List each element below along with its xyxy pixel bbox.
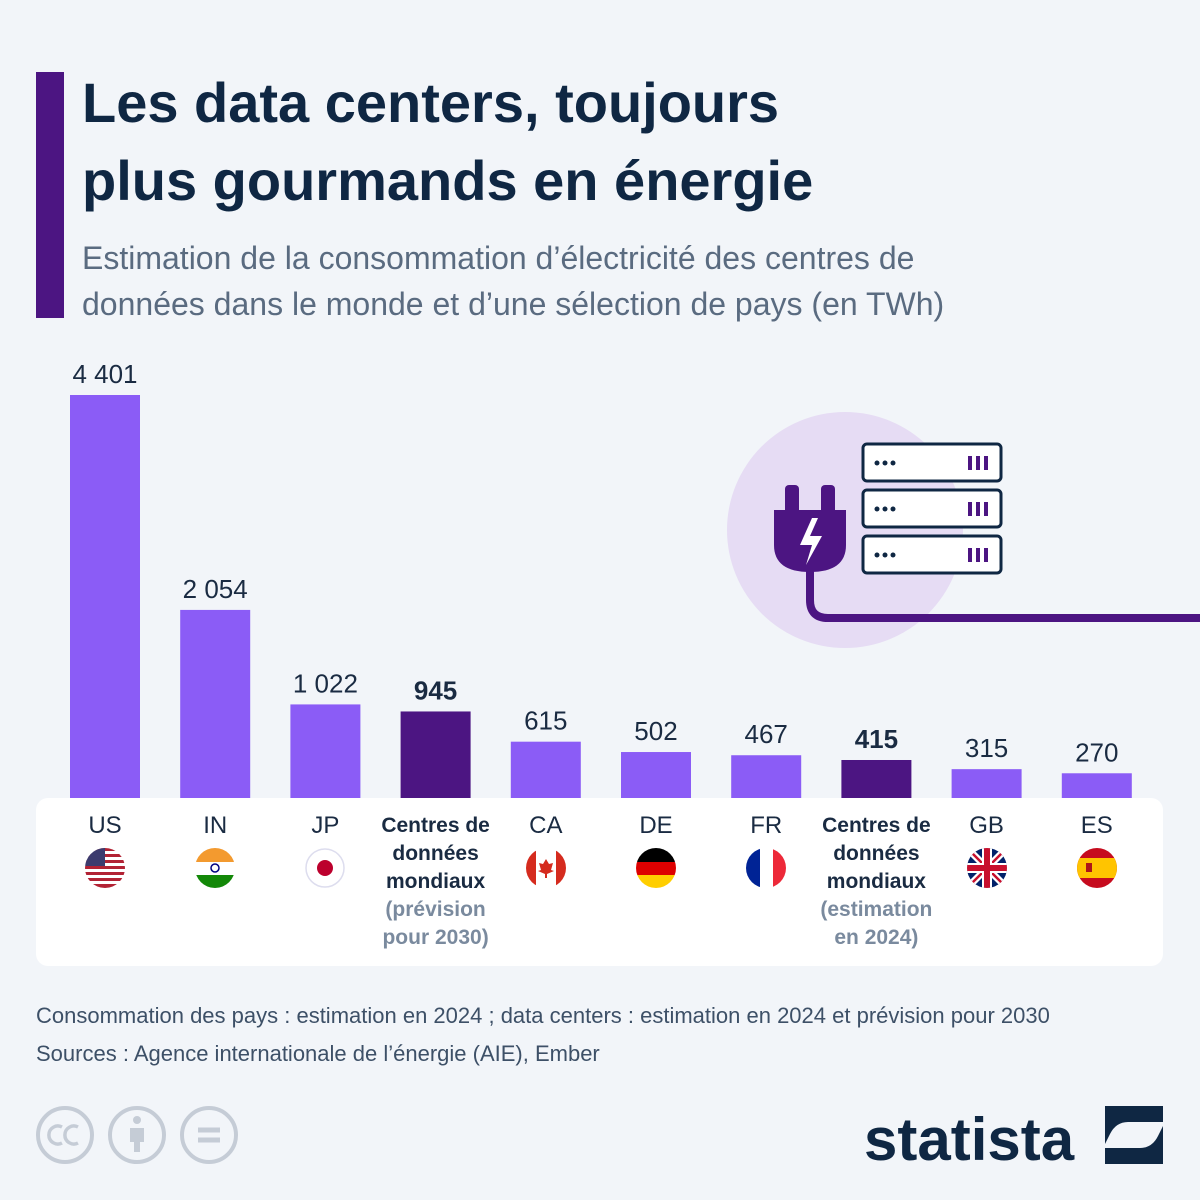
category-note: (estimation en 2024) — [820, 898, 933, 949]
subtitle-line: données dans le monde et d’une sélection… — [82, 286, 944, 322]
label-panel — [36, 798, 1163, 966]
value-label: 945 — [414, 675, 457, 705]
bar — [290, 704, 361, 798]
category-label: JP — [311, 812, 340, 839]
category-label: Centres de données mondiaux — [381, 814, 490, 893]
bar — [180, 609, 251, 798]
footnote: Sources : Agence internationale de l’éne… — [36, 1041, 600, 1066]
category-label: DE — [639, 812, 673, 839]
value-label: 270 — [1075, 737, 1118, 767]
category-label: CA — [529, 812, 563, 839]
value-label: 4 401 — [72, 359, 137, 389]
category-label: Centres de données mondiaux — [822, 814, 931, 893]
category-label-box: GB — [969, 812, 1004, 839]
category-labels: US IN JP Centres de données mondiaux(prévis… — [88, 812, 1113, 949]
value-label: 315 — [965, 733, 1008, 763]
category-label-box: JP — [311, 812, 340, 839]
value-label: 415 — [855, 724, 898, 754]
value-label: 2 054 — [183, 574, 248, 604]
category-label-box: Centres de données mondiaux(prévision po… — [381, 814, 490, 949]
category-label-box: FR — [750, 812, 783, 839]
category-note: (prévision pour 2030) — [382, 898, 489, 949]
title-accent — [36, 72, 64, 318]
category-label: ES — [1080, 812, 1113, 839]
bar — [841, 759, 912, 798]
bars: 4 401 2 054 1 022 945 615 502 467 415 315 270 — [70, 359, 1132, 798]
category-label: IN — [203, 812, 228, 839]
value-label: 615 — [524, 706, 567, 736]
bar — [621, 752, 691, 798]
value-label: 1 022 — [293, 668, 358, 698]
bar — [731, 755, 802, 798]
category-label-box: DE — [639, 812, 673, 839]
value-label: 502 — [634, 716, 677, 746]
category-label-box: US — [88, 812, 122, 839]
category-label: US — [88, 812, 122, 839]
value-label: 467 — [745, 719, 788, 749]
flags — [85, 848, 1117, 888]
bar — [400, 711, 471, 798]
license-icons — [36, 1106, 238, 1164]
bar — [70, 395, 140, 798]
category-label-box: CA — [529, 812, 563, 839]
subtitle-line: Estimation de la consommation d’électric… — [82, 240, 914, 276]
bar — [1061, 773, 1132, 798]
category-label-box: IN — [203, 812, 228, 839]
brand: statista — [864, 1106, 1075, 1173]
brand-mark — [1105, 1106, 1163, 1164]
datacenter-icon — [727, 412, 1200, 648]
category-label-box: ES — [1080, 812, 1113, 839]
title-line: Les data centers, toujours — [82, 71, 779, 134]
footnote: Consommation des pays : estimation en 20… — [36, 1003, 1050, 1028]
title-line: plus gourmands en énergie — [82, 149, 813, 212]
bar — [510, 741, 581, 798]
bar — [951, 769, 1022, 798]
category-label: GB — [969, 812, 1004, 839]
category-label: FR — [750, 812, 783, 839]
category-label-box: Centres de données mondiaux(estimation e… — [820, 814, 933, 949]
